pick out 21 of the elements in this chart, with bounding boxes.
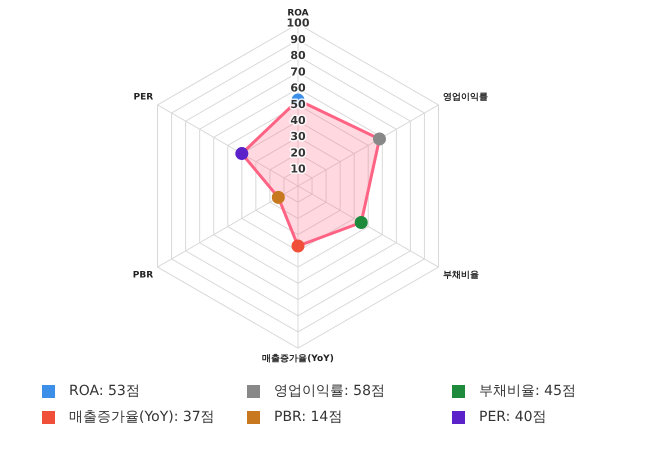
y-tick-label: 60 — [290, 82, 306, 95]
spoke-label: ROA — [287, 8, 309, 19]
spoke-label: 부채비율 — [442, 270, 479, 280]
y-tick-label: 70 — [290, 65, 306, 78]
text: PBR: 14점 — [274, 408, 342, 426]
text: 매출증가율(YoY): 37점 — [69, 408, 215, 426]
text: 부채비율: 45점 — [479, 382, 576, 400]
y-tick-label: 20 — [290, 146, 306, 160]
text: ROA: 53점 — [69, 382, 140, 400]
spoke-label: PBR — [132, 270, 154, 280]
text: PER: 40점 — [479, 408, 547, 426]
spoke-label: PER — [134, 92, 154, 102]
spoke-label: 영업이익률 — [442, 92, 488, 102]
y-tick-label: 100 — [286, 16, 310, 30]
y-tick-label: 30 — [290, 130, 306, 144]
y-tick-label: 90 — [290, 32, 306, 46]
text: 영업이익률: 58점 — [274, 382, 385, 400]
spoke-label: 매출증가율(YoY) — [262, 352, 334, 364]
y-tick-label: 10 — [290, 162, 306, 176]
y-tick-label: 40 — [290, 114, 306, 127]
y-tick-label: 80 — [290, 49, 306, 62]
